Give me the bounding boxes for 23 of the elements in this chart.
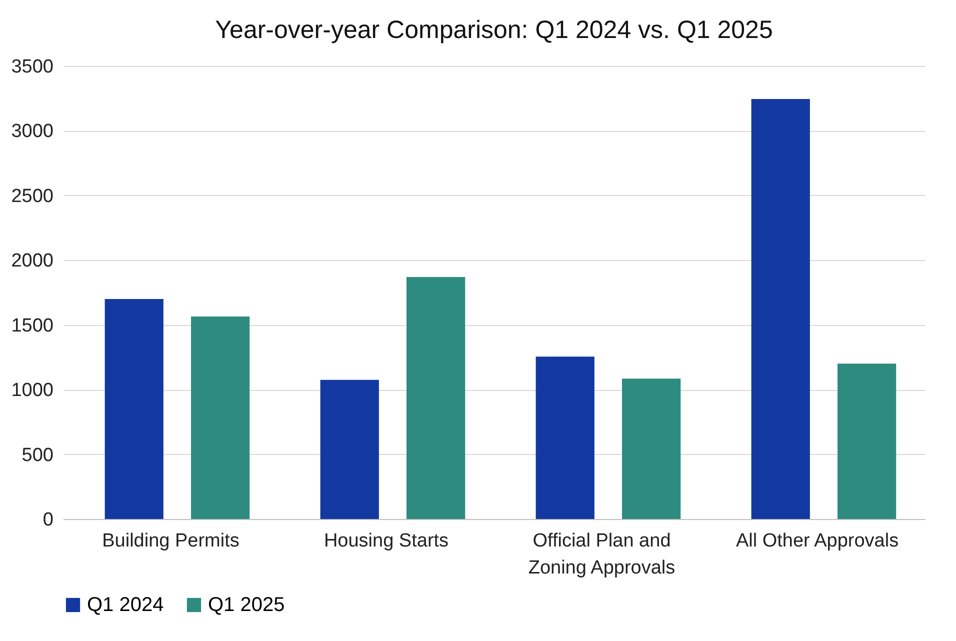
y-tick-label: 2500 bbox=[11, 186, 54, 207]
bar bbox=[406, 276, 466, 519]
bar bbox=[751, 99, 810, 519]
x-tick-label: All Other Approvals bbox=[736, 530, 899, 552]
bar bbox=[104, 298, 164, 519]
bar bbox=[622, 378, 681, 519]
legend-label: Q1 2025 bbox=[208, 594, 285, 616]
x-tick-label: Housing Starts bbox=[324, 530, 449, 552]
y-tick-label: 3500 bbox=[11, 56, 54, 78]
y-tick-label: 0 bbox=[42, 510, 54, 530]
legend-label: Q1 2024 bbox=[87, 594, 164, 616]
y-tick-label: 2000 bbox=[11, 250, 54, 272]
bar bbox=[320, 380, 379, 519]
chart-title: Year-over-year Comparison: Q1 2024 vs. Q1 2025 bbox=[215, 16, 773, 44]
bar bbox=[191, 316, 250, 519]
x-tick-label: Building Permits bbox=[102, 530, 240, 552]
x-tick-label: Official Plan and Zoning Approvals bbox=[528, 530, 676, 578]
bar bbox=[838, 364, 896, 519]
y-tick-label: 3000 bbox=[11, 121, 54, 142]
y-tick-label: 1000 bbox=[11, 380, 54, 402]
y-tick-label: 500 bbox=[22, 444, 54, 466]
y-tick-label: 1500 bbox=[11, 315, 54, 336]
bar bbox=[536, 356, 594, 519]
